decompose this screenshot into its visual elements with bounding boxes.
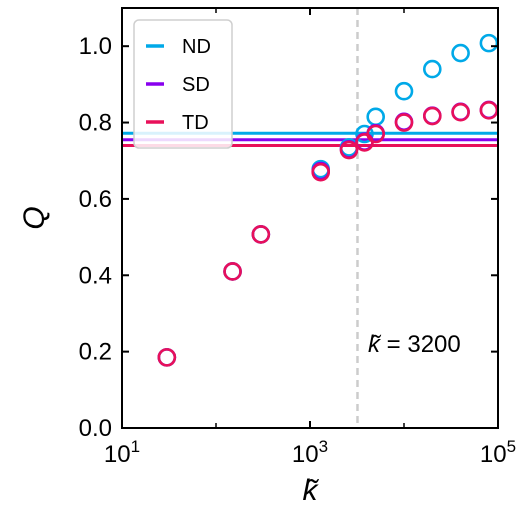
point-td: [311, 162, 331, 182]
legend: ND SD TD: [133, 19, 233, 149]
point-td: [366, 124, 386, 144]
annotation-value: = 3200: [380, 331, 461, 358]
point-td: [157, 348, 177, 367]
threshold-annotation: k̃ = 3200: [368, 331, 461, 358]
point-td: [451, 102, 470, 122]
y-tick-label: 0.2: [79, 339, 112, 366]
y-axis-label: Q: [18, 206, 51, 229]
point-td: [422, 106, 442, 126]
y-tick-label: 0.4: [79, 262, 112, 289]
point-nd: [422, 59, 442, 79]
y-tick-label: 1.0: [79, 33, 112, 60]
x-axis-label: k̃: [303, 474, 320, 507]
point-td: [394, 113, 414, 132]
x-tick-label: 105: [480, 437, 516, 468]
point-nd: [479, 33, 499, 53]
point-td: [339, 140, 359, 160]
legend-label-nd: ND: [182, 36, 211, 58]
point-nd: [394, 81, 414, 101]
point-td: [479, 101, 499, 120]
y-tick-label: 0.8: [79, 110, 112, 137]
point-nd: [366, 107, 386, 127]
legend-label-sd: SD: [182, 74, 210, 96]
point-td: [251, 225, 271, 244]
point-nd: [355, 124, 374, 144]
x-tick-label: 103: [292, 437, 328, 468]
point-td: [223, 262, 242, 281]
annotation-symbol: k̃: [368, 331, 382, 358]
point-nd: [451, 43, 470, 63]
y-tick-label: 0.0: [79, 415, 112, 442]
x-tick-label: 101: [104, 437, 140, 468]
legend-box: [133, 19, 233, 149]
legend-label-td: TD: [182, 112, 209, 134]
data-points: [157, 33, 499, 367]
y-tick-label: 0.6: [79, 186, 112, 213]
axis-ticks: 0.0 0.2 0.4 0.6 0.8 1.0 101 103 105: [79, 8, 516, 468]
